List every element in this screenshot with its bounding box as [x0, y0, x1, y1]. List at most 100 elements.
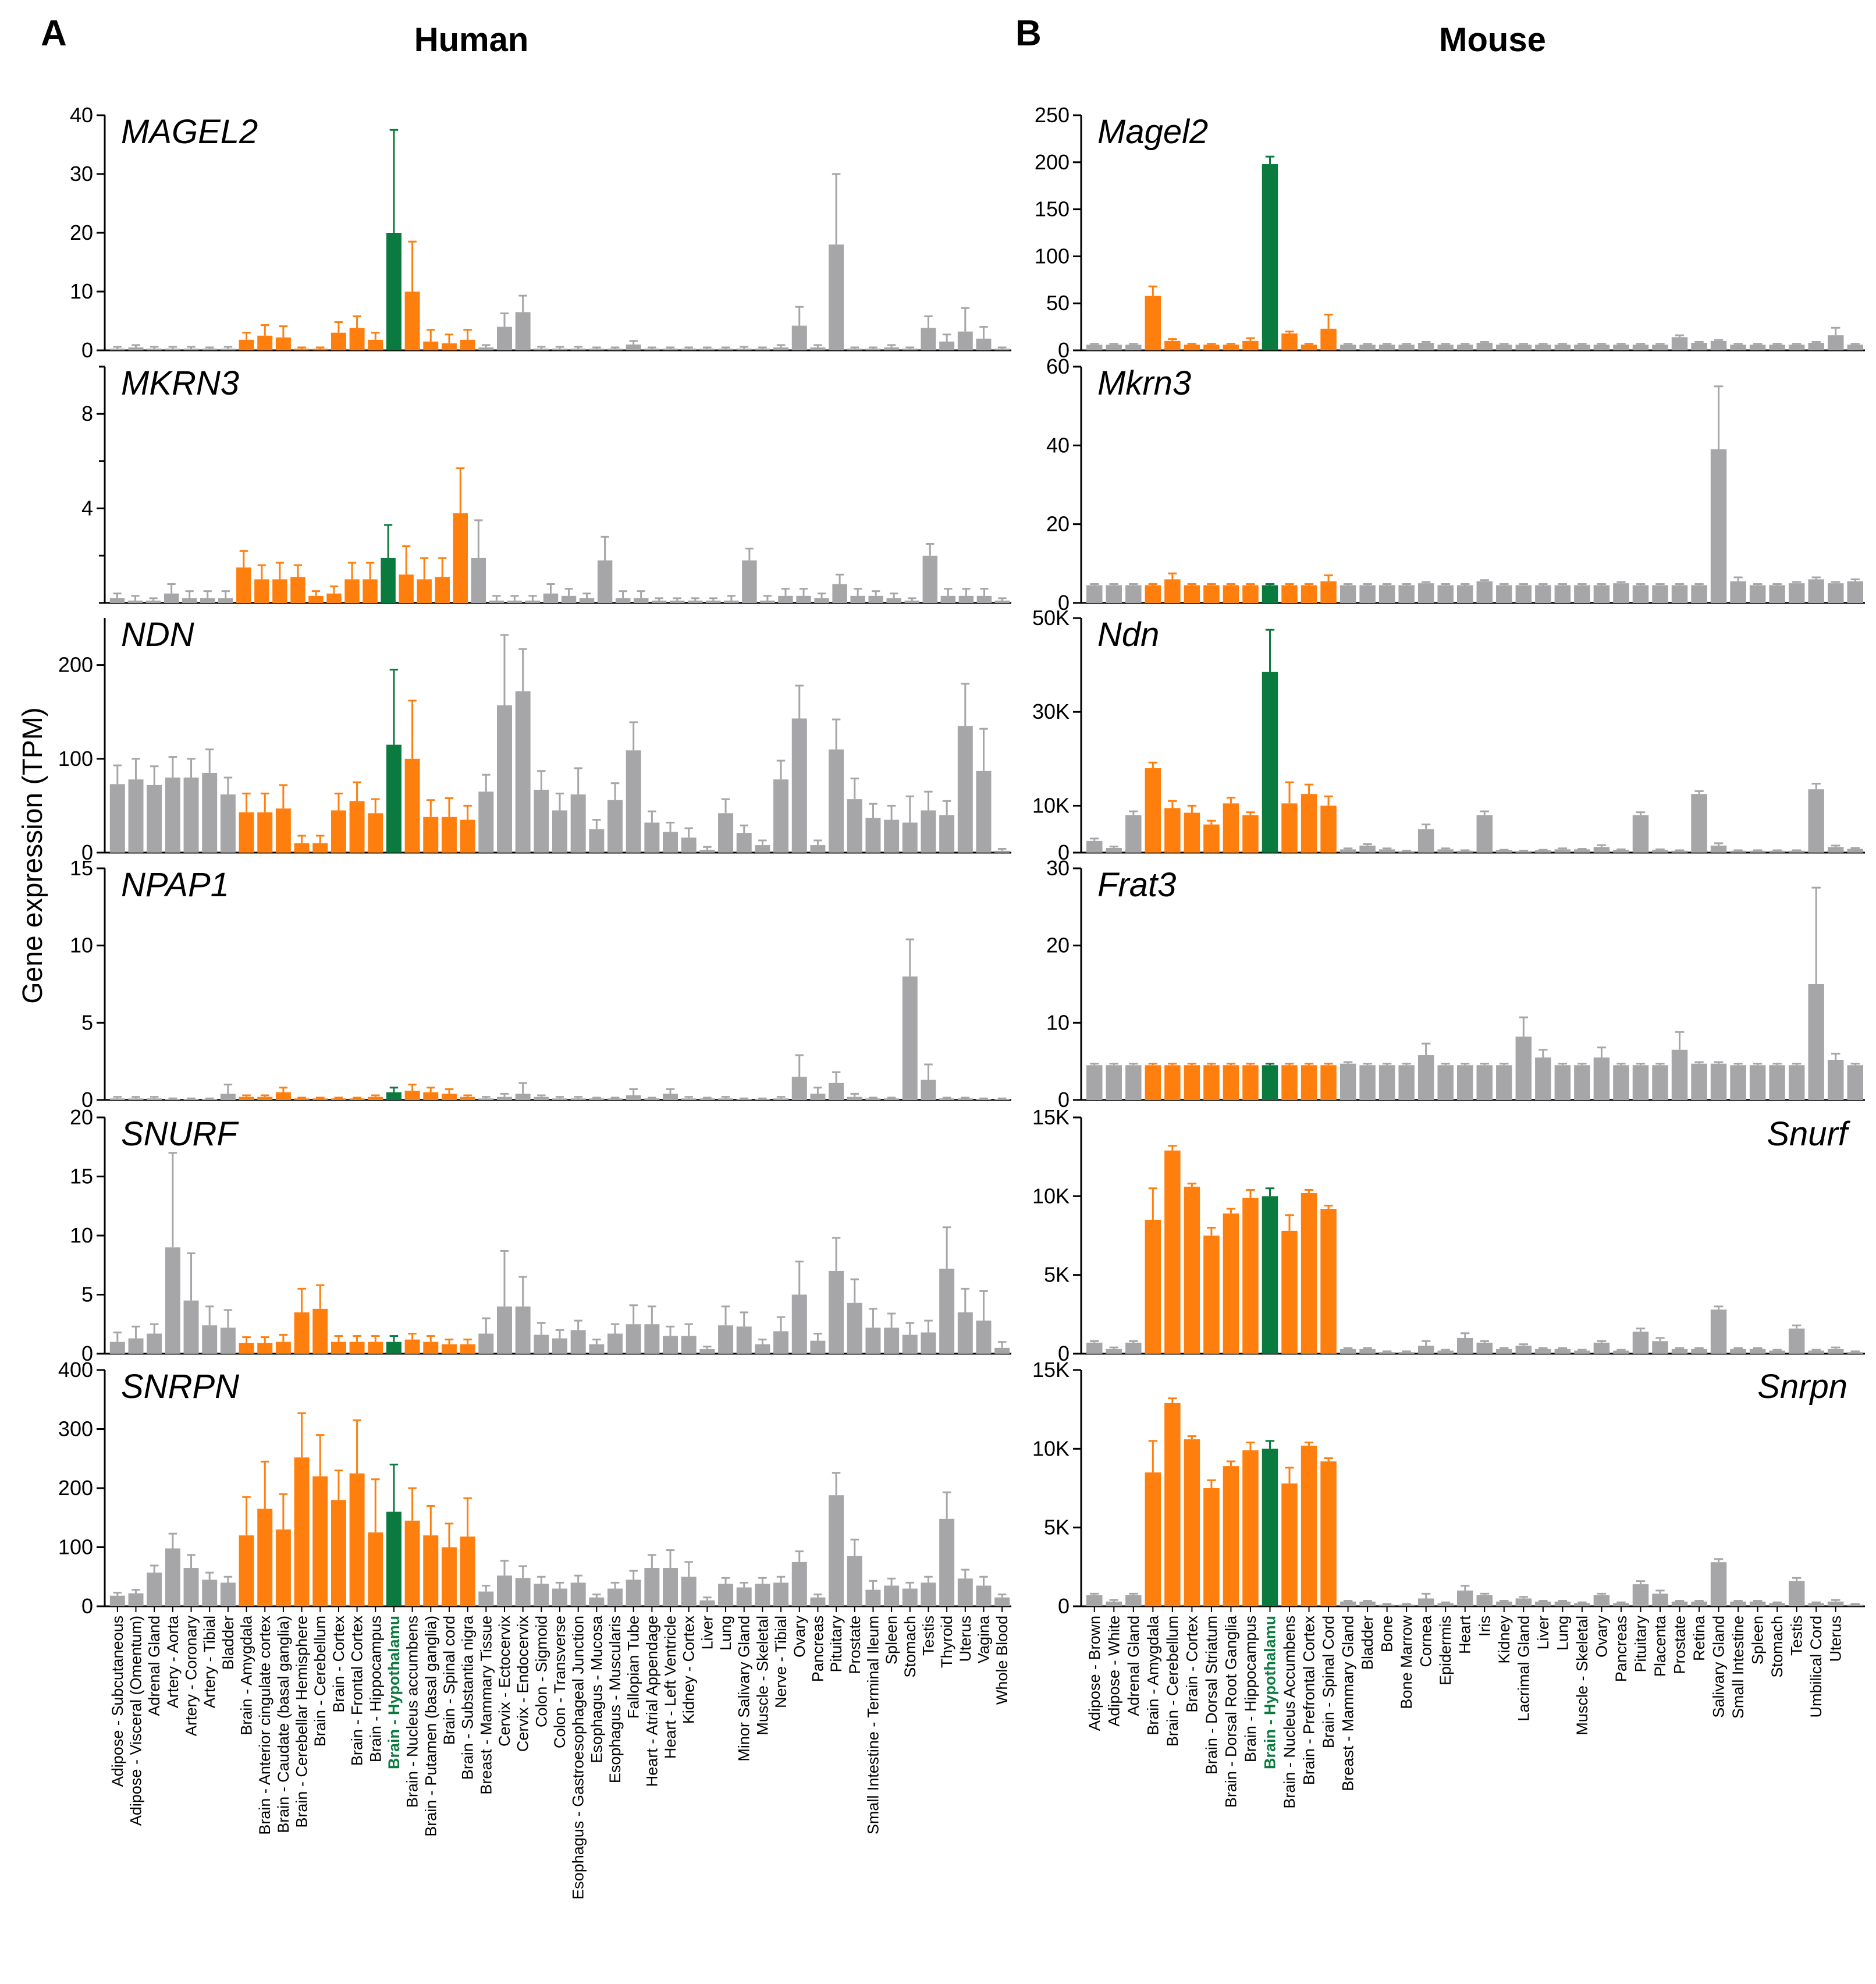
- bar: [921, 810, 936, 853]
- bar: [331, 810, 346, 853]
- bar: [478, 1333, 494, 1354]
- bar: [1847, 345, 1863, 350]
- bar: [1515, 1346, 1532, 1354]
- bar: [1769, 1065, 1785, 1100]
- bar: [1613, 850, 1629, 853]
- y-tick-label: 5K: [1044, 1263, 1070, 1287]
- bar: [165, 1548, 180, 1606]
- bar: [939, 815, 955, 853]
- bar: [326, 593, 342, 603]
- bar: [1320, 581, 1337, 603]
- y-tick-label: 10K: [1032, 1184, 1070, 1208]
- x-tick-label: Vagina: [975, 1615, 992, 1663]
- bar: [349, 328, 365, 350]
- bar: [308, 595, 324, 603]
- bar: [1398, 585, 1415, 603]
- bar: [220, 1328, 236, 1354]
- bar: [644, 1324, 660, 1354]
- y-tick-label: 0: [81, 338, 93, 362]
- bar: [128, 1098, 144, 1100]
- bar: [1554, 1601, 1571, 1606]
- bar: [1593, 1595, 1610, 1606]
- bar: [453, 513, 468, 603]
- bar: [663, 832, 678, 853]
- bar: [1125, 1595, 1142, 1606]
- bar: [718, 348, 734, 350]
- bar: [976, 1585, 992, 1606]
- bar: [128, 1593, 144, 1606]
- bar: [1788, 1065, 1805, 1100]
- bar: [1652, 585, 1668, 603]
- bar: [312, 843, 328, 853]
- y-tick-label: 40: [1046, 433, 1070, 457]
- bar: [552, 810, 567, 853]
- bar: [1086, 840, 1103, 853]
- x-tick-label: Placenta: [1651, 1615, 1669, 1677]
- bar: [386, 1341, 402, 1354]
- bar: [829, 1082, 844, 1100]
- y-tick-label: 0: [81, 1088, 93, 1112]
- x-tick-label: Esophagus - Gastroesophageal Junction: [570, 1616, 587, 1900]
- bar: [681, 1098, 697, 1100]
- bar: [1340, 849, 1356, 853]
- bar: [1574, 1065, 1590, 1100]
- x-tick-label: Whole Blood: [993, 1616, 1011, 1705]
- bar: [1749, 850, 1766, 853]
- bar: [902, 976, 918, 1100]
- bar: [1788, 345, 1805, 350]
- x-tick-label: Stomach: [901, 1616, 919, 1678]
- bar: [1378, 585, 1395, 603]
- bar: [1847, 1605, 1863, 1606]
- bar: [1145, 1472, 1161, 1606]
- bar: [699, 1098, 715, 1100]
- chart-frat3: 0 10 20 30 Frat3: [1046, 856, 1865, 1112]
- bar: [312, 348, 328, 350]
- x-tick-label: Muscle - Skeletal: [754, 1616, 771, 1735]
- chart-mkrn3: 0 20 40 60 Mkrn3: [1046, 354, 1865, 615]
- y-tick-label: 30K: [1032, 700, 1070, 723]
- bar: [1359, 345, 1376, 350]
- bar: [829, 244, 844, 350]
- bar: [1496, 1601, 1512, 1606]
- bar: [331, 1098, 346, 1100]
- bar: [1496, 850, 1512, 853]
- bar: [128, 1338, 144, 1354]
- bar: [976, 338, 992, 350]
- bar: [147, 1573, 162, 1606]
- bar: [1164, 340, 1181, 350]
- bar: [386, 233, 402, 350]
- x-tick-label: Muscle - Skeletal: [1573, 1616, 1591, 1735]
- bar: [200, 598, 215, 603]
- bar: [1476, 1595, 1493, 1606]
- bar: [1242, 1450, 1259, 1606]
- bar: [699, 1600, 715, 1606]
- bar: [699, 348, 715, 350]
- bar: [1203, 345, 1220, 350]
- bar: [1417, 1598, 1434, 1606]
- x-tick-label: Brain - Nucleus Accumbens: [1281, 1616, 1298, 1809]
- bar: [294, 843, 310, 853]
- bar: [386, 744, 402, 853]
- gene-title: NDN: [121, 616, 194, 654]
- chart-snurf: 0 5 10 15 20 SNURF: [70, 1105, 1011, 1365]
- y-tick-label: 30: [70, 162, 93, 186]
- bar: [496, 705, 512, 853]
- bar: [1437, 1350, 1454, 1354]
- bar: [1106, 1065, 1122, 1100]
- bar: [423, 817, 439, 853]
- bar: [1671, 1049, 1688, 1100]
- bar: [1808, 1350, 1824, 1354]
- y-tick-label: 20: [1046, 512, 1070, 536]
- bar: [1281, 585, 1298, 603]
- bar: [1515, 851, 1532, 853]
- bar: [1691, 343, 1707, 350]
- bar: [773, 1331, 789, 1354]
- x-tick-label: Thyroid: [938, 1616, 955, 1668]
- gene-title: Mkrn3: [1097, 364, 1191, 402]
- x-tick-label: Fallopian Tube: [625, 1616, 642, 1719]
- bar: [1398, 1352, 1415, 1354]
- bar: [1535, 1057, 1551, 1100]
- x-tick-label: Brain - Hypothalamu: [1261, 1616, 1278, 1769]
- bar: [1417, 1346, 1434, 1354]
